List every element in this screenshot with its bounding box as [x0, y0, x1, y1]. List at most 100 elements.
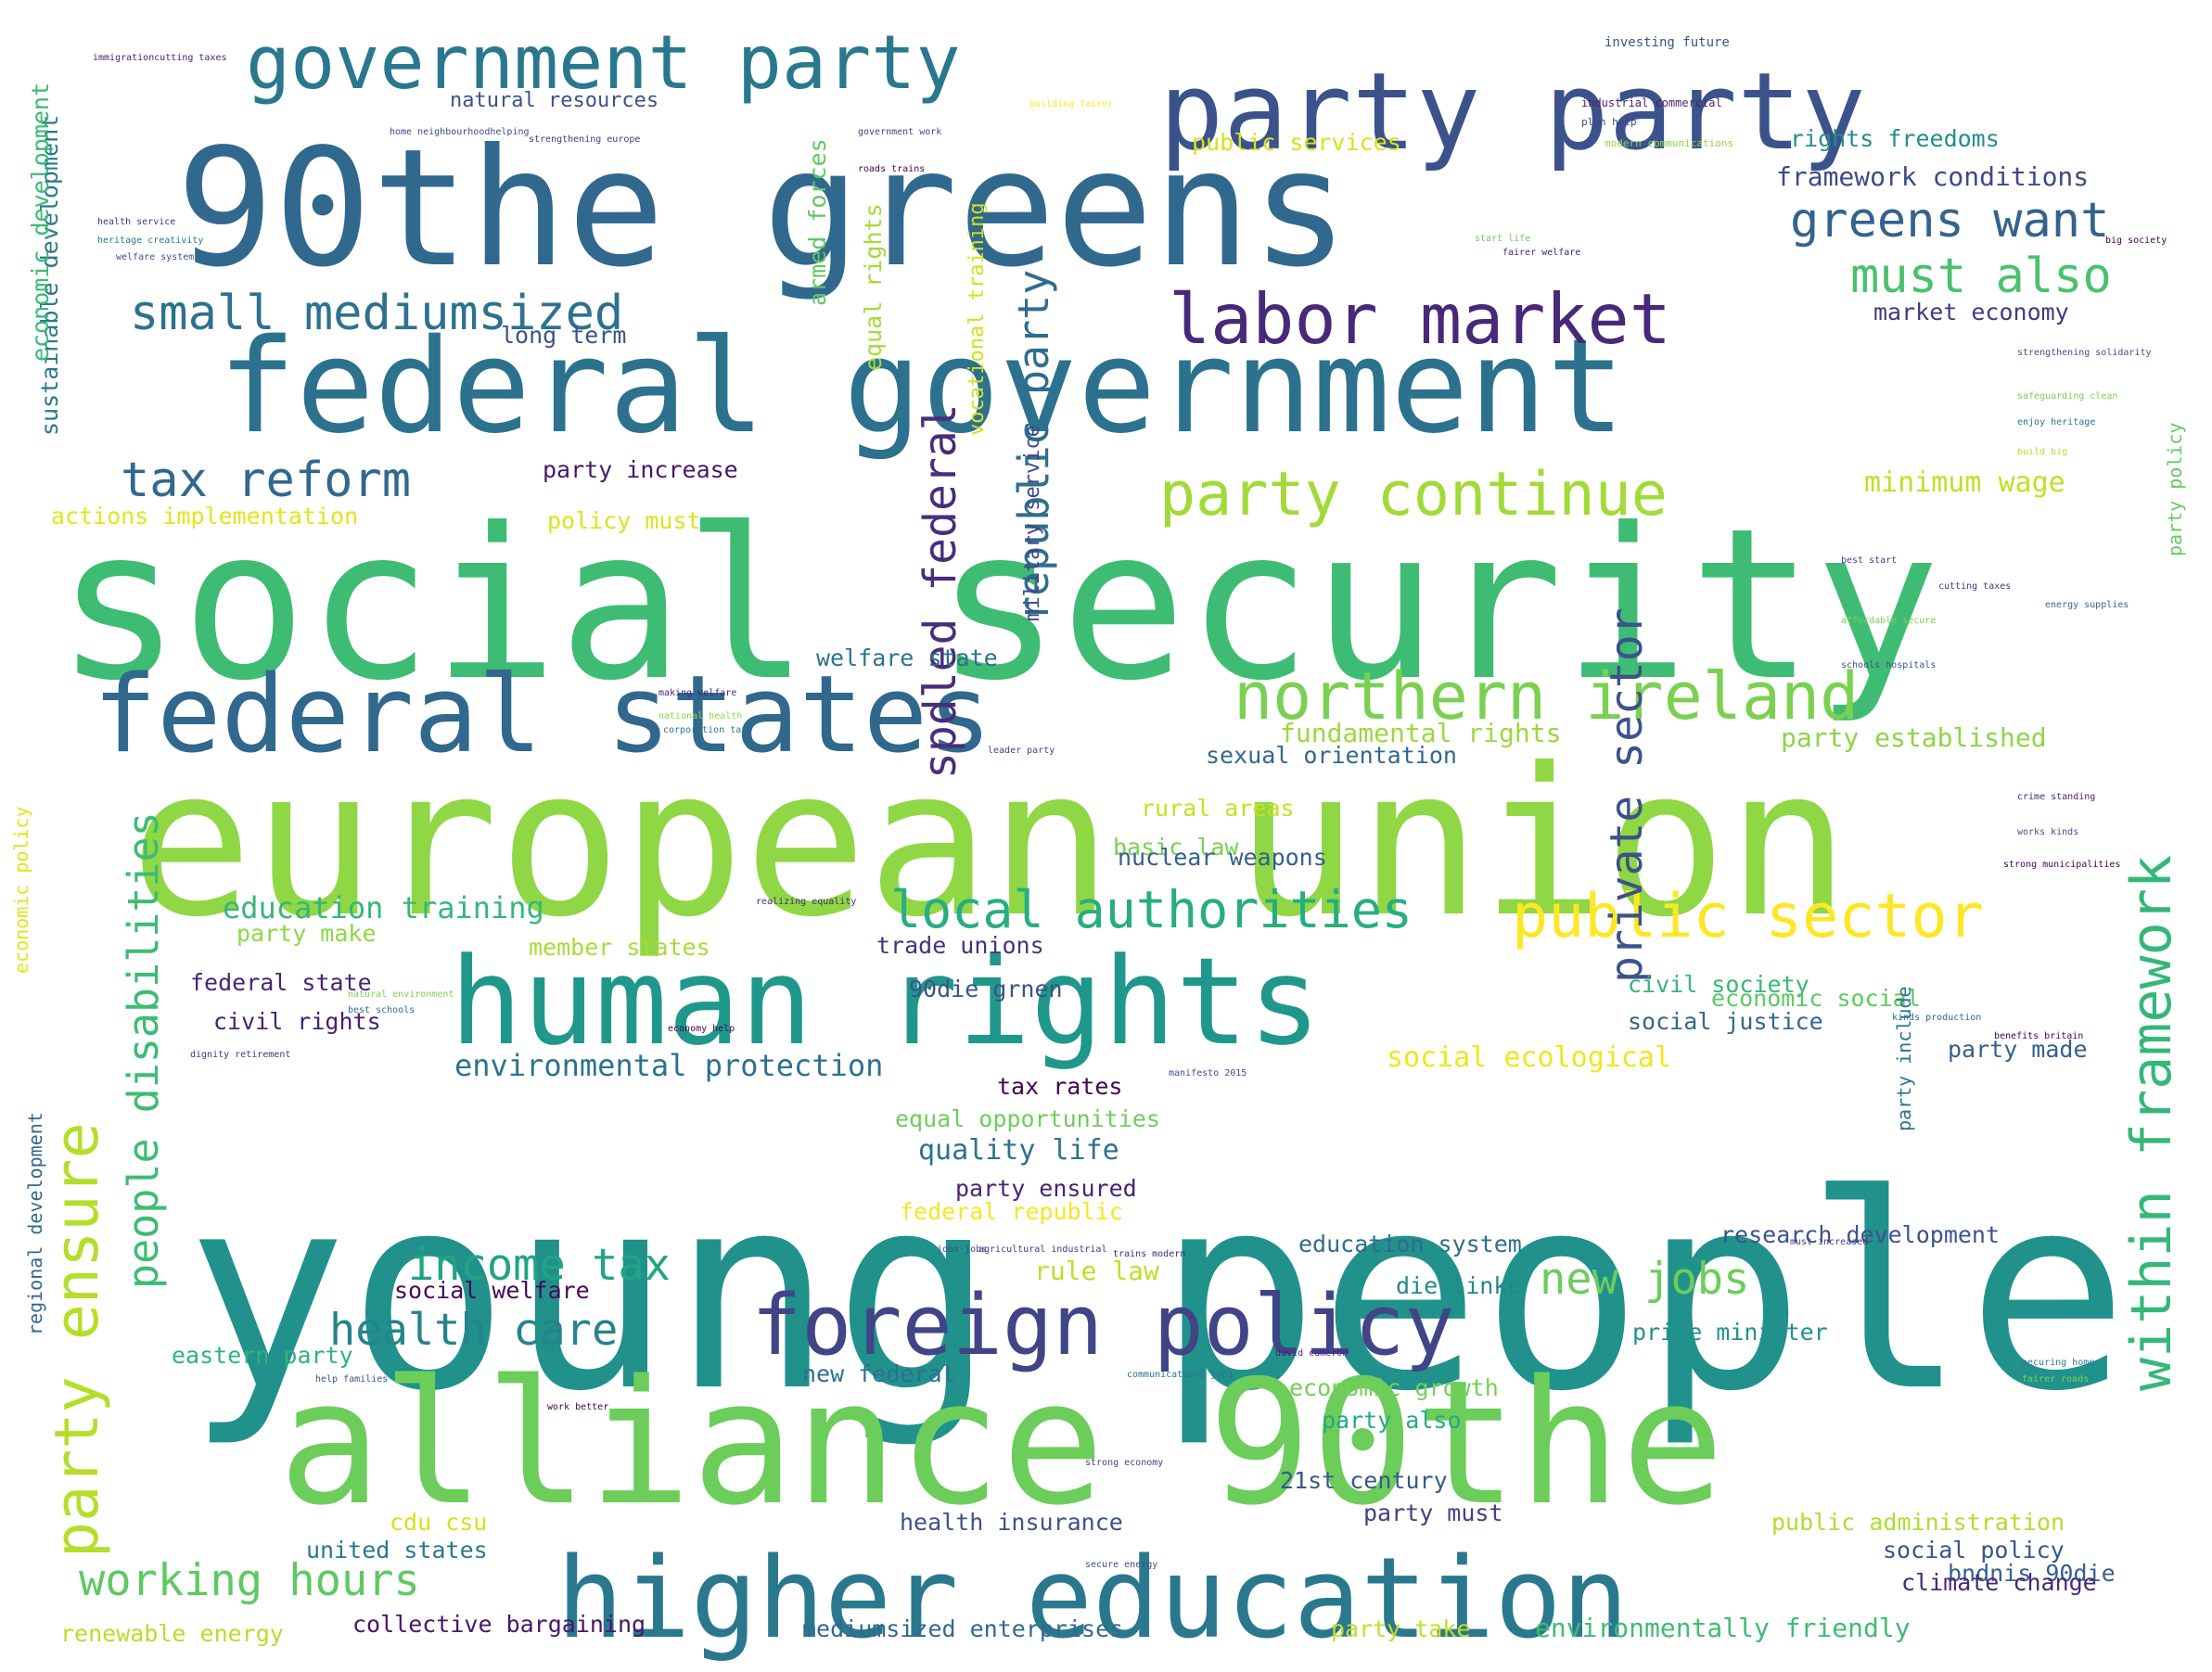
cloud-word: republic party: [1009, 270, 1058, 621]
cloud-word: secure energy: [1085, 1560, 1157, 1570]
cloud-word: 21st century: [1280, 1467, 1448, 1494]
cloud-word: party ensured: [955, 1175, 1137, 1202]
cloud-word: fairer welfare: [1502, 248, 1580, 258]
cloud-word: natural resources: [450, 89, 658, 112]
cloud-word: labor market: [1169, 278, 1671, 360]
cloud-word: public administration: [1771, 1509, 2065, 1536]
cloud-word: prime minister: [1632, 1319, 1828, 1346]
cloud-word: leader party: [988, 746, 1055, 756]
cloud-word: equal rights: [860, 203, 887, 371]
cloud-word: fairer roads: [2022, 1374, 2089, 1385]
cloud-word: economic growth: [1289, 1374, 1499, 1401]
cloud-word: best schools: [348, 1005, 415, 1015]
cloud-word: industrial commercial: [1581, 96, 1722, 109]
cloud-word: corporation tax: [663, 725, 747, 735]
cloud-word: higher education: [556, 1535, 1629, 1664]
cloud-word: rights freedoms: [1790, 125, 2000, 152]
cloud-word: public sector: [1512, 882, 1984, 951]
cloud-word: cdu csu: [390, 1509, 487, 1536]
cloud-word: environmental protection: [454, 1048, 883, 1083]
cloud-word: realizing equality: [756, 897, 856, 907]
cloud-word: public services: [1192, 129, 1401, 156]
cloud-word: federal government: [218, 312, 1625, 463]
cloud-word: affordable secure: [1841, 616, 1936, 626]
cloud-word: armed forces: [804, 138, 831, 306]
cloud-word: schools hospitals: [1841, 660, 1936, 670]
cloud-word: quality life: [918, 1134, 1119, 1167]
cloud-word: sustainable development: [36, 115, 63, 436]
cloud-word: crime standing: [2017, 792, 2095, 802]
cloud-word: social welfare: [394, 1277, 590, 1304]
cloud-word: strong economy: [1085, 1458, 1163, 1468]
cloud-word: research development: [1720, 1221, 2000, 1248]
cloud-word: people disabilities: [119, 811, 168, 1289]
cloud-word: party must: [1363, 1500, 1503, 1526]
cloud-word: must increased: [1790, 1237, 1868, 1247]
cloud-word: young people: [185, 1138, 2129, 1450]
cloud-word: best start: [1841, 555, 1897, 566]
cloud-word: welfare state: [816, 645, 998, 671]
cloud-word: civil society: [1628, 971, 1809, 998]
cloud-word: 90the greens: [176, 115, 1349, 303]
cloud-word: party policy: [2164, 423, 2186, 557]
cloud-word: welfare system: [116, 252, 194, 262]
cloud-word: party also: [1322, 1407, 1462, 1434]
cloud-word: party take: [1331, 1615, 1471, 1642]
cloud-word: military service: [1021, 425, 1044, 621]
cloud-word: fundamental rights: [1280, 718, 1561, 748]
cloud-word: health service: [97, 217, 175, 227]
cloud-word: plan help: [1581, 116, 1637, 128]
cloud-word: trains modern: [1113, 1249, 1185, 1259]
cloud-word: roads trains: [858, 164, 925, 174]
cloud-word: enjoy heritage: [2017, 417, 2095, 428]
cloud-word: renewable energy: [60, 1620, 284, 1647]
cloud-word: new jobs: [1540, 1254, 1749, 1305]
cloud-word: immigrationcutting taxes: [93, 53, 227, 63]
cloud-word: framework conditions: [1776, 161, 2089, 192]
cloud-word: member states: [529, 934, 710, 961]
cloud-word: securing home: [2022, 1358, 2094, 1368]
cloud-word: eastern party: [172, 1342, 353, 1369]
cloud-word: strengthening europe: [529, 134, 640, 145]
cloud-word: party include: [1893, 986, 1915, 1131]
cloud-word: energy supplies: [2045, 600, 2129, 610]
cloud-word: government work: [858, 127, 941, 137]
cloud-word: trade unions: [876, 932, 1044, 959]
cloud-word: social policy: [1883, 1537, 2065, 1564]
cloud-word: federal states: [93, 653, 991, 777]
cloud-word: big society: [2105, 236, 2167, 246]
cloud-word: regional development: [24, 1112, 46, 1335]
cloud-word: spdled federal: [914, 403, 966, 779]
cloud-word: environmentally friendly: [1535, 1613, 1911, 1643]
cloud-word: economic policy: [10, 806, 32, 974]
cloud-word: collective bargaining: [352, 1611, 646, 1638]
cloud-word: health insurance: [900, 1509, 1123, 1536]
cloud-word: education system: [1298, 1231, 1522, 1257]
cloud-word: social ecological: [1387, 1041, 1671, 1074]
cloud-word: kinds production: [1892, 1013, 1981, 1023]
cloud-word: party party: [1159, 50, 1866, 174]
cloud-word: human rights: [450, 931, 1321, 1072]
cloud-word: tax rates: [997, 1073, 1122, 1100]
cloud-word: nuclear weapons: [1118, 844, 1327, 871]
cloud-word: home neighbourhoodhelping: [390, 127, 530, 137]
cloud-word: economy help: [668, 1024, 735, 1034]
cloud-word: sexual orientation: [1206, 742, 1457, 769]
cloud-word: economic social: [1711, 985, 1921, 1012]
cloud-word: actions implementation: [51, 503, 358, 530]
cloud-word: education training: [223, 890, 544, 925]
cloud-word: build big: [2017, 447, 2067, 457]
cloud-word: united states: [306, 1537, 488, 1564]
cloud-word: manifesto 2015: [1169, 1068, 1247, 1079]
cloud-word: jobs jobs: [937, 1244, 987, 1255]
cloud-word: cutting taxes: [1938, 581, 2011, 592]
cloud-word: long term: [501, 322, 626, 349]
cloud-word: within framework: [2119, 855, 2184, 1391]
cloud-word: private sector: [1601, 607, 1653, 983]
cloud-word: health care: [329, 1305, 618, 1356]
cloud-word: bndnis 90die: [1948, 1560, 2116, 1587]
cloud-word: rule law: [1034, 1256, 1159, 1286]
cloud-word: minimum wage: [1864, 466, 2065, 499]
